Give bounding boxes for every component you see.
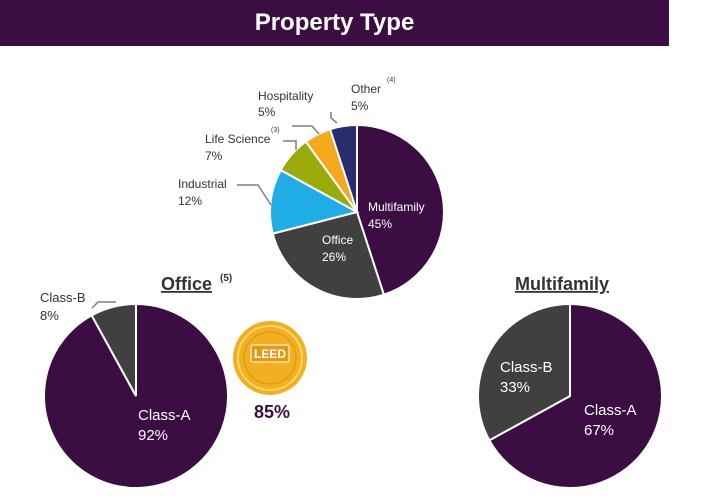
page-title: Property Type bbox=[254, 9, 415, 36]
value-multifamily: 45% bbox=[368, 217, 392, 231]
multifamily-slice-class-b bbox=[477, 302, 571, 442]
header-banner: Property Type bbox=[0, 0, 669, 46]
footnote-life-science: (3) bbox=[271, 127, 280, 134]
value-office: 26% bbox=[322, 250, 346, 264]
value-hospitality: 5% bbox=[258, 105, 276, 119]
label-other: Other bbox=[351, 82, 381, 96]
label-hospitality: Hospitality bbox=[258, 89, 313, 103]
office-label-class-b: Class-B bbox=[40, 290, 86, 305]
label-office: Office bbox=[322, 233, 353, 247]
multifamily-pie bbox=[477, 302, 663, 489]
main-slice-multifamily bbox=[356, 123, 445, 297]
label-multifamily: Multifamily bbox=[368, 200, 425, 214]
leader-industrial bbox=[237, 184, 272, 206]
multifamily-value-class-b: 33% bbox=[500, 379, 530, 396]
multifamily-value-class-a: 67% bbox=[584, 422, 614, 439]
multifamily-label-class-a: Class-A bbox=[584, 402, 637, 419]
office-value-class-b: 8% bbox=[40, 308, 59, 323]
leed-badge-text: LEED bbox=[254, 347, 286, 361]
label-life-science: Life Science bbox=[205, 132, 271, 146]
footnote-other: (4) bbox=[387, 77, 396, 84]
office-slice-class-b bbox=[90, 302, 137, 397]
leader-hospitality bbox=[292, 125, 320, 135]
label-industrial: Industrial bbox=[178, 177, 227, 191]
multifamily-slice-class-a bbox=[488, 302, 663, 489]
office-pie bbox=[43, 302, 229, 489]
value-other: 5% bbox=[351, 99, 369, 113]
office-value-class-a: 92% bbox=[138, 427, 168, 444]
leader-life-science bbox=[283, 140, 297, 150]
leader-other bbox=[330, 112, 338, 124]
leader-office-class-b bbox=[91, 301, 116, 309]
value-industrial: 12% bbox=[178, 194, 202, 208]
value-life-science: 7% bbox=[205, 149, 223, 163]
leed-percentage: 85% bbox=[254, 402, 290, 422]
main-slice-industrial bbox=[269, 168, 360, 235]
leed-badge: LEED bbox=[233, 321, 307, 395]
main-slice-other bbox=[328, 123, 358, 213]
office-pie-title-footnote: (5) bbox=[220, 273, 232, 284]
multifamily-pie-title: Multifamily bbox=[515, 274, 609, 294]
multifamily-label-class-b: Class-B bbox=[500, 359, 553, 376]
main-pie-leaders bbox=[237, 112, 338, 206]
office-label-class-a: Class-A bbox=[138, 407, 191, 424]
main-slice-office bbox=[271, 210, 386, 300]
main-pie bbox=[269, 123, 445, 300]
office-pie-title: Office bbox=[161, 274, 212, 294]
